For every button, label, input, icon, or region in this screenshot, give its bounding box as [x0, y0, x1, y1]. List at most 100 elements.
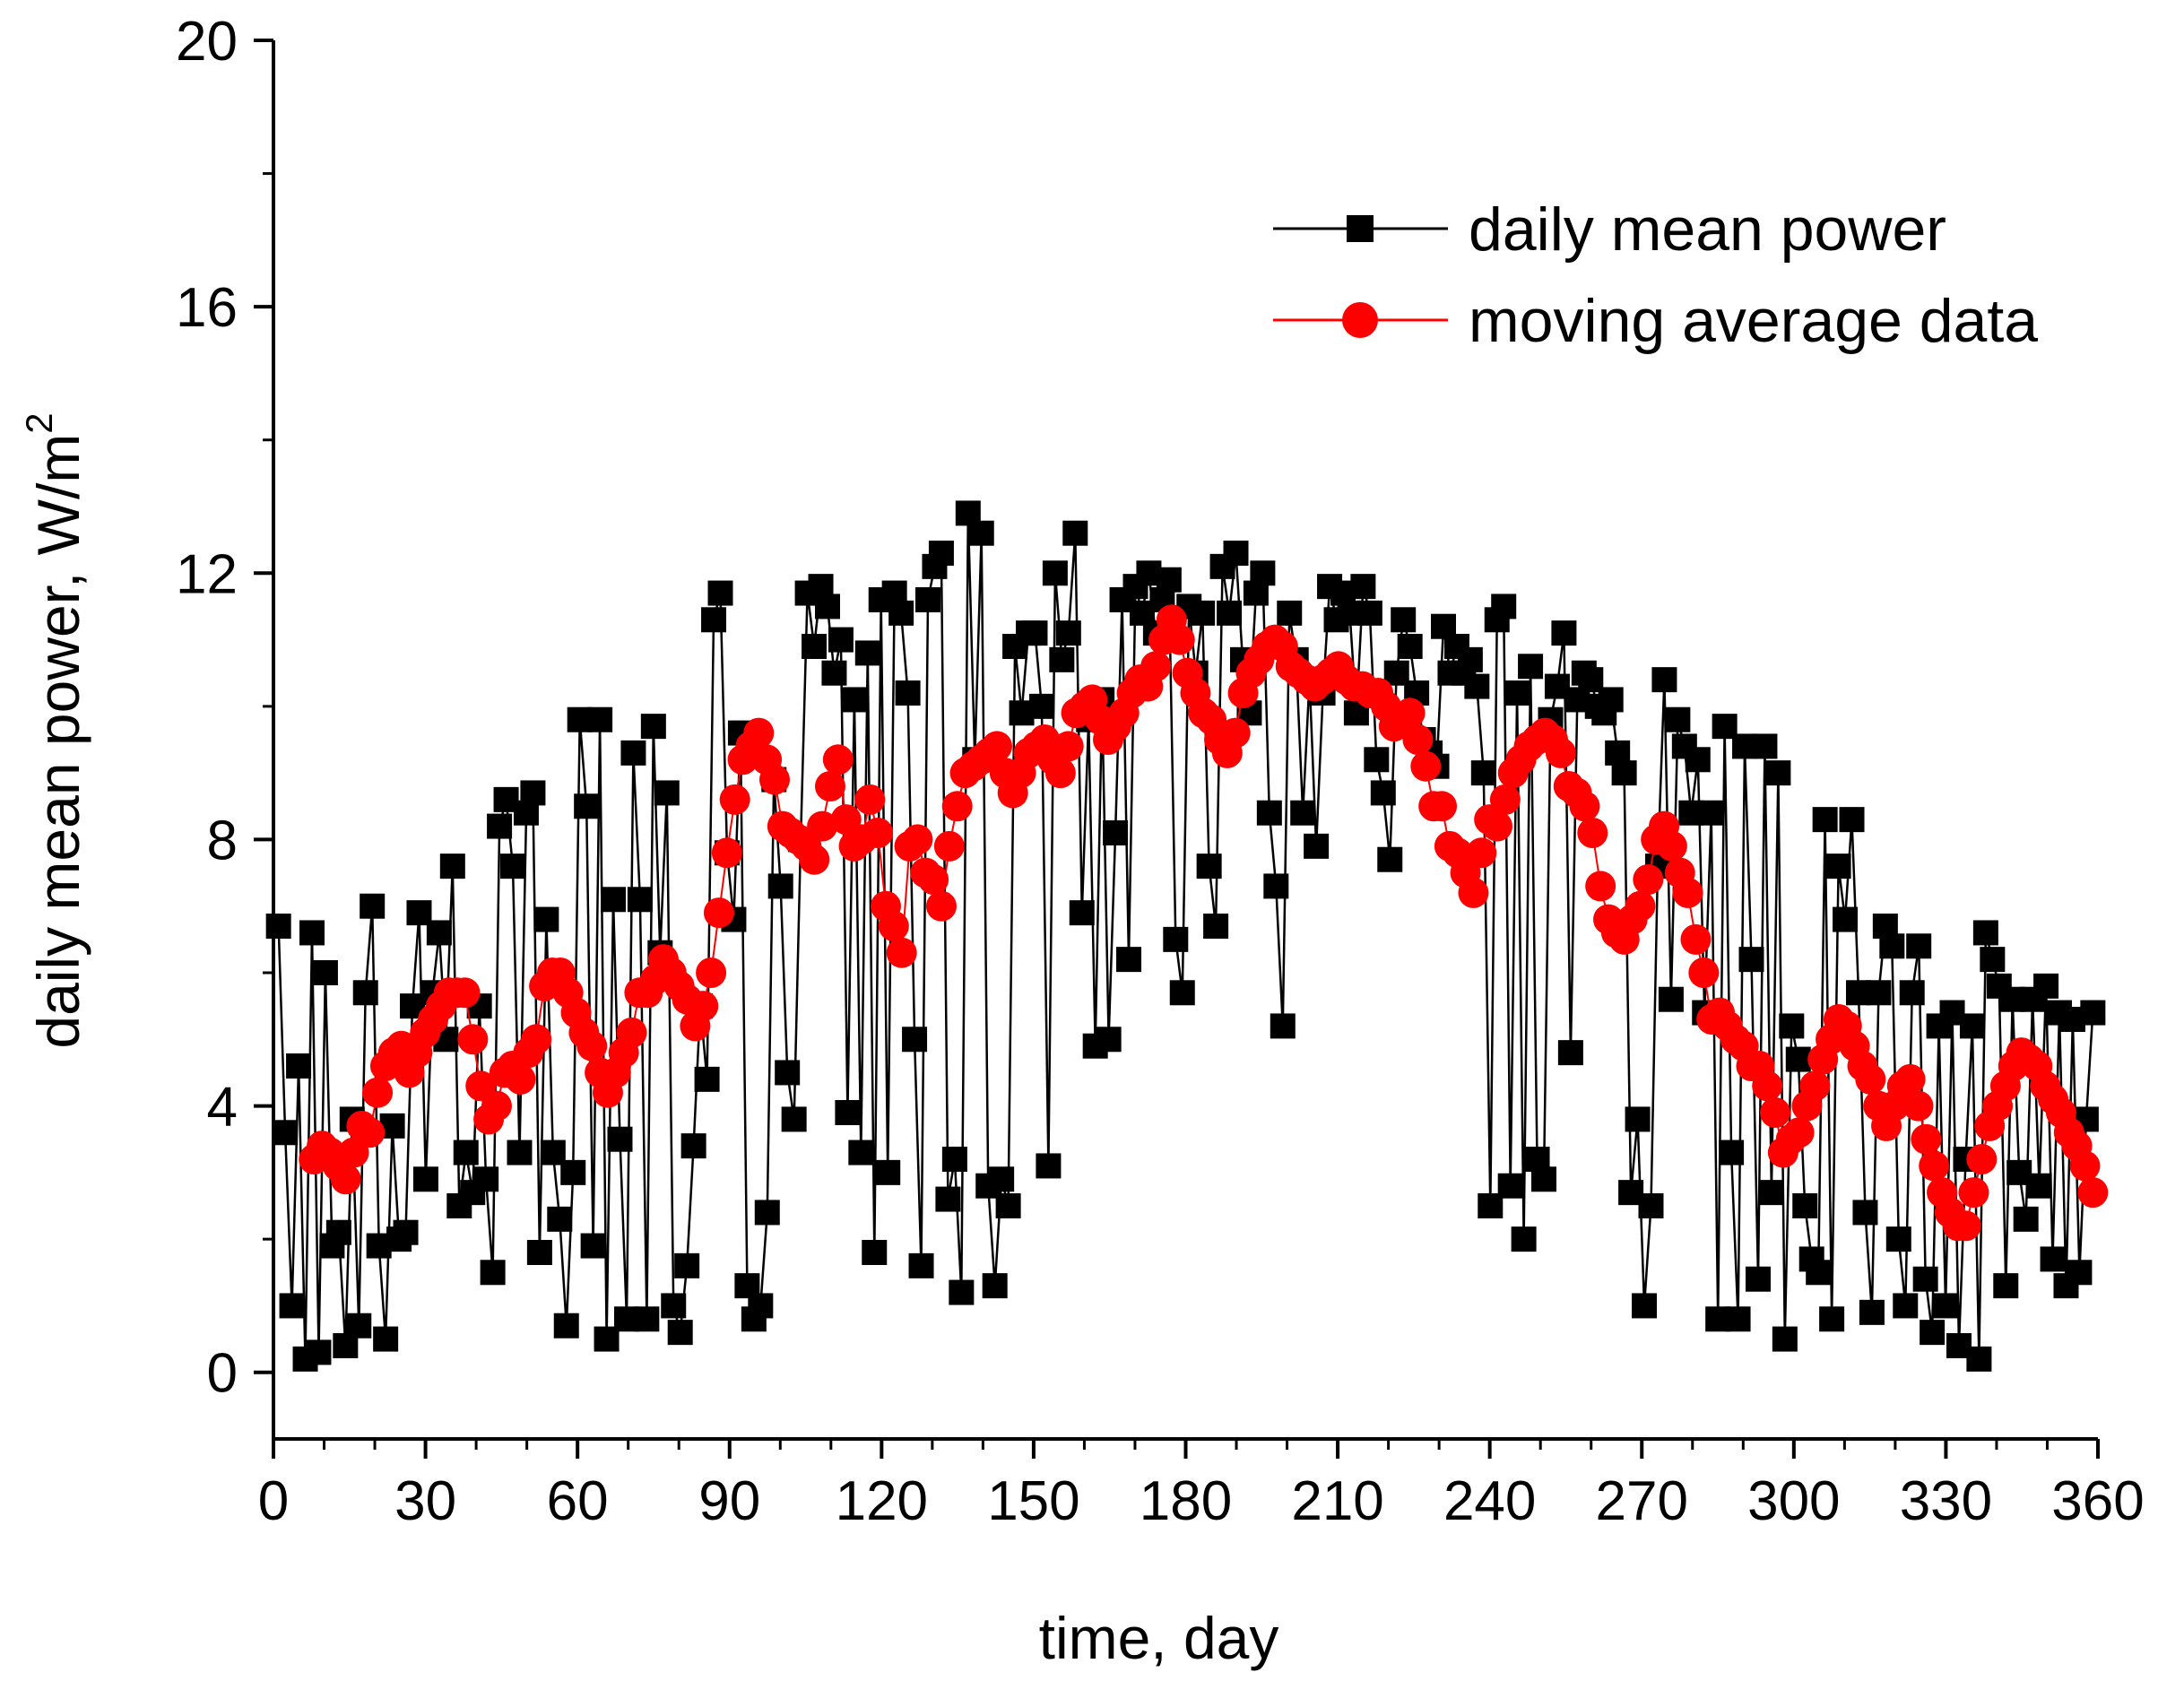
data-point-square	[802, 634, 828, 659]
data-point-square	[1825, 853, 1851, 879]
data-point-square	[1866, 980, 1892, 1006]
data-point-square	[507, 1139, 533, 1165]
data-point-circle	[711, 837, 742, 869]
data-point-square	[560, 1159, 586, 1185]
data-point-square	[2026, 1173, 2052, 1199]
data-point-square	[1457, 646, 1483, 672]
data-point-square	[373, 1326, 399, 1352]
data-point-circle	[481, 1090, 512, 1122]
data-point-circle	[925, 890, 957, 922]
data-point-square	[968, 520, 994, 546]
data-point-square	[1042, 560, 1068, 586]
data-point-square	[1290, 800, 1316, 826]
data-point-square	[1397, 634, 1423, 659]
data-point-square	[1391, 607, 1417, 633]
data-point-square	[587, 706, 613, 732]
data-point-square	[1852, 1200, 1878, 1226]
data-point-circle	[814, 771, 845, 802]
data-point-circle	[1656, 830, 1687, 862]
y-tick-label: 12	[176, 543, 238, 605]
data-point-square	[1912, 1266, 1938, 1292]
data-point-square	[1190, 600, 1216, 626]
data-point-square	[1518, 654, 1544, 680]
data-point-square	[1959, 1013, 1985, 1039]
data-point-circle	[1855, 1063, 1886, 1095]
data-point-circle	[616, 1017, 647, 1048]
data-point-square	[1879, 933, 1905, 959]
data-point-square	[273, 1120, 299, 1146]
data-point-square	[707, 580, 733, 606]
data-point-square	[841, 687, 867, 713]
y-axis-title-superscript: 2	[18, 412, 60, 433]
data-point-square	[352, 980, 378, 1006]
legend-marker-circle	[1342, 302, 1378, 338]
data-point-square	[1304, 833, 1330, 859]
data-point-square	[453, 1139, 479, 1165]
x-tick-label: 120	[836, 1470, 928, 1532]
data-point-square	[821, 660, 847, 686]
data-point-circle	[1680, 923, 1712, 955]
data-point-square	[2040, 1246, 2066, 1272]
data-point-square	[1277, 600, 1303, 626]
data-point-square	[1752, 733, 1778, 759]
data-point-circle	[362, 1077, 394, 1108]
data-point-square	[265, 914, 291, 939]
data-point-square	[547, 1206, 573, 1232]
data-point-circle	[1672, 877, 1703, 908]
data-point-square	[1745, 1266, 1771, 1292]
data-point-circle	[1966, 1144, 1998, 1174]
data-point-square	[2033, 973, 2059, 999]
data-point-circle	[1164, 624, 1195, 655]
chart-axes	[254, 39, 2100, 1459]
data-point-square	[473, 1166, 499, 1192]
data-point-circle	[1053, 731, 1084, 762]
data-point-square	[835, 1100, 861, 1125]
chart-labels: 0 4 8 12 16 20 0 30 60 90 120 150 180 210 240 270 300 330…	[18, 11, 2145, 1671]
y-axis-title-main: daily mean power, W/m	[25, 434, 91, 1049]
data-point-square	[654, 780, 680, 806]
data-point-square	[1036, 1153, 1062, 1179]
data-point-square	[640, 714, 666, 740]
data-point-square	[533, 906, 559, 932]
data-point-square	[1557, 1040, 1583, 1066]
x-tick-label: 360	[2051, 1470, 2144, 1532]
data-point-square	[1504, 680, 1530, 706]
data-point-square	[767, 873, 793, 899]
data-point-circle	[886, 937, 917, 968]
data-point-circle	[354, 1117, 386, 1148]
data-point-square	[828, 627, 854, 653]
data-point-square	[1658, 986, 1684, 1012]
data-point-square	[1531, 1166, 1557, 1192]
data-point-circle	[1919, 1150, 1950, 1182]
x-tick-label: 210	[1291, 1470, 1383, 1532]
data-point-square	[580, 1233, 606, 1259]
data-point-square	[1665, 706, 1691, 732]
data-point-square	[928, 541, 954, 566]
data-point-square	[1491, 594, 1517, 620]
y-tick-label: 20	[176, 11, 238, 73]
data-point-square	[1350, 574, 1376, 600]
data-point-square	[701, 607, 727, 633]
legend-label-daily-mean-power: daily mean power	[1469, 195, 1946, 264]
data-point-square	[1377, 846, 1403, 872]
data-point-square	[1785, 1046, 1811, 1072]
data-point-circle	[1458, 877, 1489, 908]
data-point-circle	[981, 731, 1012, 762]
y-axis-title: daily mean power, W/m2	[18, 412, 91, 1048]
data-point-square	[1497, 1173, 1523, 1199]
data-point-square	[634, 1306, 660, 1332]
data-point-square	[1980, 947, 2006, 973]
data-point-circle	[807, 810, 838, 842]
data-point-square	[1972, 920, 1998, 946]
data-point-square	[1993, 1273, 2019, 1299]
data-point-square	[1022, 620, 1048, 646]
data-point-circle	[1752, 1070, 1783, 1102]
data-point-square	[1966, 1346, 1992, 1372]
data-point-circle	[941, 791, 973, 822]
x-tick-label: 60	[547, 1470, 609, 1532]
x-tick-label: 180	[1140, 1470, 1232, 1532]
data-point-square	[680, 1133, 706, 1159]
data-point-square	[848, 1139, 874, 1165]
data-point-square	[935, 1186, 961, 1212]
